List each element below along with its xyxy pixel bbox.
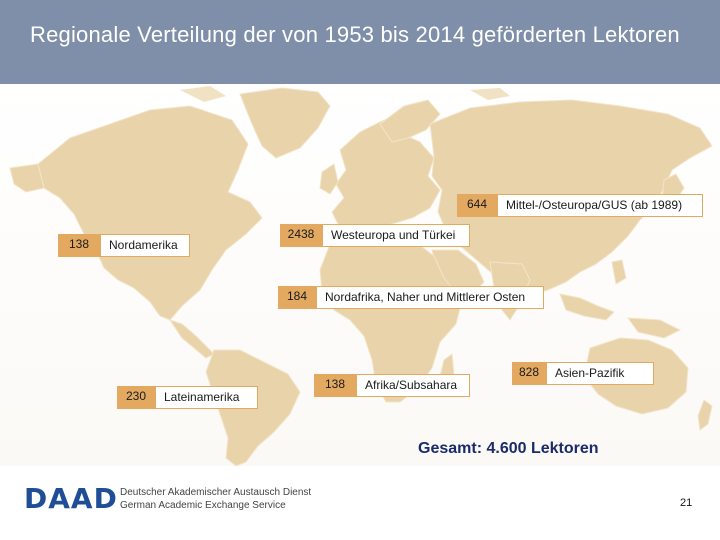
region-count-nordamerika: 138 <box>58 234 100 257</box>
british-isles-shape <box>319 163 339 195</box>
alaska-shape <box>9 163 45 193</box>
title-bar <box>0 0 720 84</box>
region-label-nordafrika: Nordafrika, Naher und Mittlerer Osten <box>316 286 544 309</box>
region-count-afrika: 138 <box>314 374 356 397</box>
region-count-nordafrika: 184 <box>278 286 316 309</box>
page-number: 21 <box>680 497 693 509</box>
region-label-mittel-osteuropa: Mittel-/Osteuropa/GUS (ab 1989) <box>497 194 703 217</box>
arctic-islands-shape <box>180 86 226 102</box>
daad-logo: DAAD <box>24 482 118 515</box>
org-name-german: Deutscher Akademischer Austausch Dienst <box>120 487 312 498</box>
page-title: Regionale Verteilung der von 1953 bis 20… <box>30 22 680 47</box>
new-zealand-shape <box>697 399 713 431</box>
region-label-afrika: Afrika/Subsahara <box>356 374 470 397</box>
daad-logo-text: DAAD <box>24 482 118 515</box>
philippines-shape <box>611 259 627 285</box>
region-label-lateinamerika: Lateinamerika <box>155 386 258 409</box>
region-count-mittel-osteuropa: 644 <box>457 194 497 217</box>
region-count-westeuropa: 2438 <box>280 224 322 247</box>
total-count: Gesamt: 4.600 Lektoren <box>418 440 599 457</box>
org-name-english: German Academic Exchange Service <box>120 500 286 511</box>
southeast-asia-shape <box>559 293 615 321</box>
new-guinea-shape <box>626 317 682 339</box>
region-count-asien-pazifik: 828 <box>512 362 546 385</box>
region-label-asien-pazifik: Asien-Pazifik <box>546 362 654 385</box>
world-map <box>0 84 720 466</box>
region-label-nordamerika: Nordamerika <box>100 234 190 257</box>
greenland-shape <box>239 87 331 159</box>
region-count-lateinamerika: 230 <box>117 386 155 409</box>
scandinavia-shape <box>379 99 441 143</box>
region-label-westeuropa: Westeuropa und Türkei <box>322 224 470 247</box>
